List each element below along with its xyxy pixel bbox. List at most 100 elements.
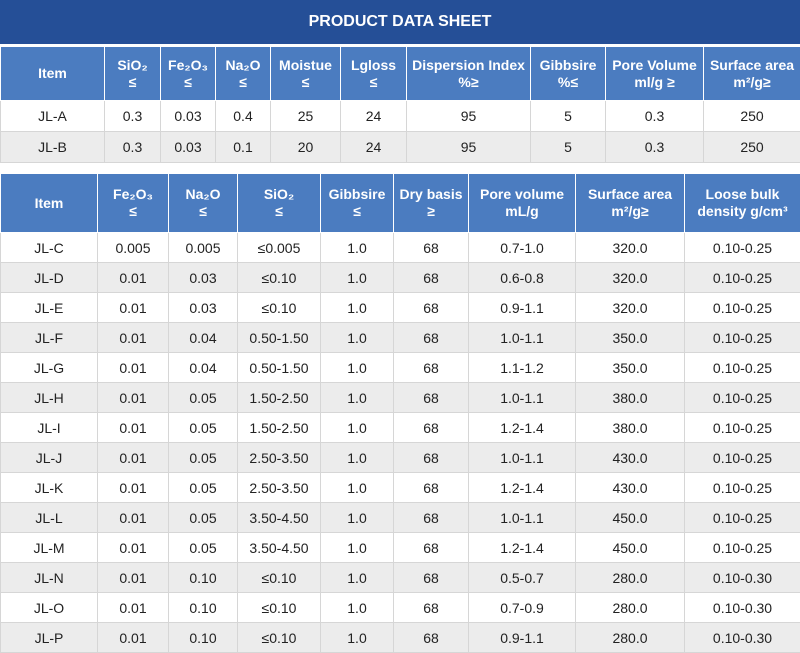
cell: 24 (341, 101, 407, 132)
cell: 0.10-0.25 (685, 293, 800, 323)
header-text: ≤ (216, 74, 270, 91)
header-text: ≤ (341, 74, 406, 91)
header-text: Dispersion Index (407, 57, 530, 74)
cell: 0.10-0.25 (685, 353, 800, 383)
cell: ≤0.10 (238, 623, 321, 653)
cell: 0.10-0.30 (685, 593, 800, 623)
header-text: m²/g≥ (704, 74, 800, 91)
cell: 0.1 (216, 132, 271, 163)
cell: 0.03 (161, 132, 216, 163)
cell: 0.05 (169, 413, 238, 443)
cell: 0.05 (169, 473, 238, 503)
cell: 280.0 (576, 623, 685, 653)
cell: ≤0.10 (238, 563, 321, 593)
cell: JL-E (1, 293, 98, 323)
cell: 0.01 (98, 383, 169, 413)
cell: 68 (394, 593, 469, 623)
header-text: Loose bulk (685, 186, 800, 203)
cell: 0.04 (169, 353, 238, 383)
header-text: density g/cm³ (685, 203, 800, 220)
cell: 0.10-0.25 (685, 443, 800, 473)
cell: 1.50-2.50 (238, 413, 321, 443)
cell: 0.5-0.7 (469, 563, 576, 593)
cell: JL-N (1, 563, 98, 593)
cell: 1.0-1.1 (469, 383, 576, 413)
header-text: Dry basis (394, 186, 468, 203)
header-cell: SiO₂≤ (105, 47, 161, 101)
cell: JL-O (1, 593, 98, 623)
cell: 1.0 (321, 443, 394, 473)
cell: 350.0 (576, 323, 685, 353)
cell: 0.50-1.50 (238, 323, 321, 353)
cell: JL-H (1, 383, 98, 413)
cell: 1.0 (321, 503, 394, 533)
cell: 0.4 (216, 101, 271, 132)
cell: 0.03 (161, 101, 216, 132)
cell: 1.0 (321, 353, 394, 383)
cell: 1.0 (321, 413, 394, 443)
cell: 68 (394, 563, 469, 593)
cell: 1.2-1.4 (469, 533, 576, 563)
cell: 0.01 (98, 413, 169, 443)
cell: 0.05 (169, 383, 238, 413)
cell: 68 (394, 293, 469, 323)
cell: 1.0 (321, 293, 394, 323)
header-text: ml/g ≥ (606, 74, 703, 91)
cell: 0.05 (169, 443, 238, 473)
cell: 320.0 (576, 233, 685, 263)
cell: 0.03 (169, 263, 238, 293)
cell: 0.10-0.25 (685, 323, 800, 353)
cell: 0.03 (169, 293, 238, 323)
header-cell: Fe₂O₃≤ (98, 174, 169, 233)
cell: 0.10-0.25 (685, 263, 800, 293)
header-text: Na₂O (169, 186, 237, 203)
cell: 1.0 (321, 323, 394, 353)
cell: 1.0 (321, 233, 394, 263)
header-text: Surface area (576, 186, 684, 203)
cell: 0.3 (606, 132, 704, 163)
cell: 0.10-0.25 (685, 383, 800, 413)
header-cell: Gibbsire%≤ (531, 47, 606, 101)
cell: JL-D (1, 263, 98, 293)
header-cell: Moistue≤ (271, 47, 341, 101)
header-text: SiO₂ (238, 186, 320, 203)
cell: 1.0 (321, 533, 394, 563)
cell: 0.01 (98, 443, 169, 473)
cell: 0.05 (169, 503, 238, 533)
cell: 0.01 (98, 473, 169, 503)
cell: 0.01 (98, 353, 169, 383)
header-text: Pore Volume (606, 57, 703, 74)
cell: 1.0-1.1 (469, 503, 576, 533)
cell: 68 (394, 263, 469, 293)
header-cell: Dry basis≥ (394, 174, 469, 233)
cell: 68 (394, 353, 469, 383)
cell: 0.05 (169, 533, 238, 563)
header-text: ≤ (238, 203, 320, 220)
cell: 350.0 (576, 353, 685, 383)
header-text: %≤ (531, 74, 605, 91)
cell: 0.10-0.30 (685, 623, 800, 653)
header-text: Surface area (704, 57, 800, 74)
header-text: %≥ (407, 74, 530, 91)
cell: JL-F (1, 323, 98, 353)
header-cell: Fe₂O₃≤ (161, 47, 216, 101)
cell: 2.50-3.50 (238, 443, 321, 473)
cell: 5 (531, 101, 606, 132)
cell: JL-J (1, 443, 98, 473)
cell: 68 (394, 533, 469, 563)
header-text: Item (1, 195, 97, 212)
cell: 1.2-1.4 (469, 413, 576, 443)
cell: JL-I (1, 413, 98, 443)
cell: 0.01 (98, 293, 169, 323)
cell: 1.50-2.50 (238, 383, 321, 413)
